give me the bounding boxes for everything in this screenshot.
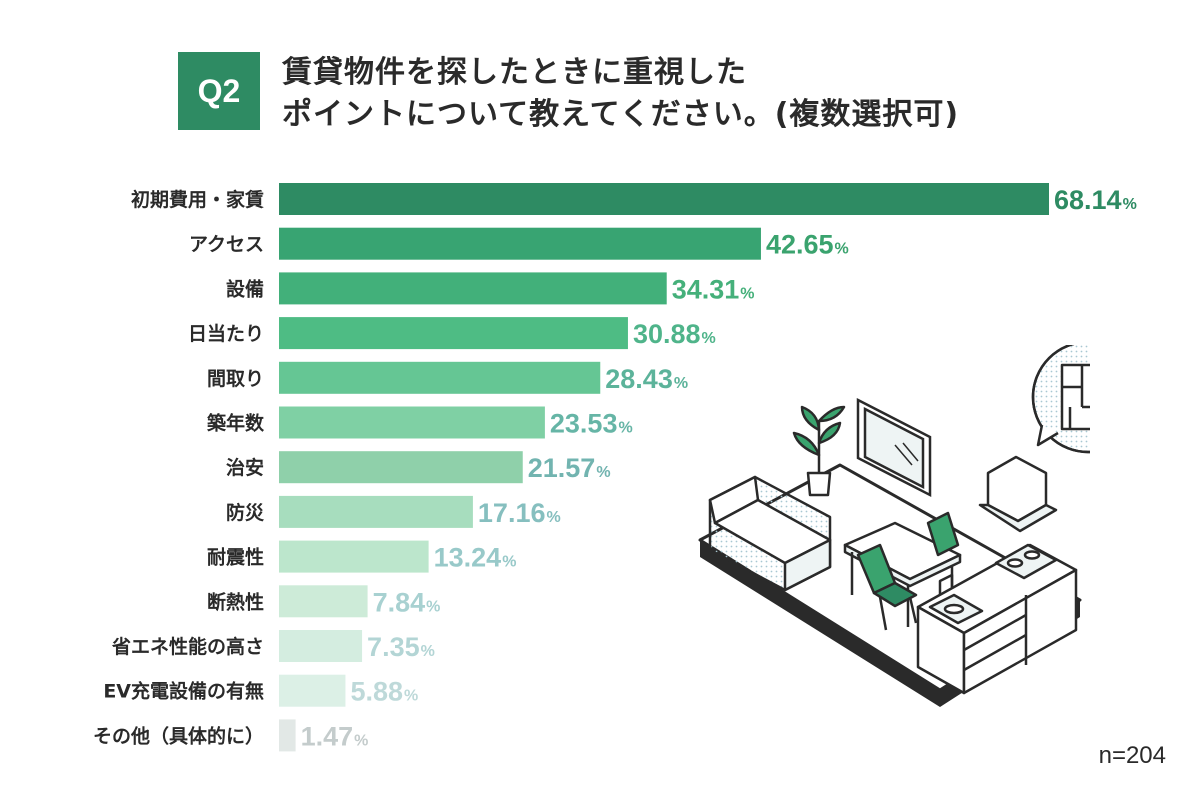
- bar: [279, 227, 761, 260]
- value-number: 28.43: [605, 364, 673, 394]
- value-unit: %: [835, 241, 849, 258]
- floor-plan-icon: [1031, 345, 1090, 454]
- value-number: 42.65: [766, 230, 834, 260]
- bar: [279, 317, 628, 350]
- sample-size-label: n=204: [1098, 742, 1166, 769]
- value-number: 1.47: [301, 721, 354, 751]
- sofa-icon: [708, 475, 832, 592]
- bar: [279, 585, 368, 618]
- value-number: 68.14: [1054, 185, 1122, 215]
- bar: [279, 406, 545, 439]
- value-unit: %: [426, 598, 440, 615]
- category-label: アクセス: [189, 234, 264, 256]
- bar: [279, 495, 473, 528]
- value-label: 23.53%: [550, 409, 633, 439]
- question-line-1: 賃貸物件を探したときに重視した: [282, 55, 747, 90]
- kitchen-counter-icon: [916, 543, 1078, 695]
- value-number: 5.88: [350, 677, 403, 707]
- bar: [279, 451, 523, 484]
- category-label: 日当たり: [188, 322, 264, 345]
- category-label: 省エネ性能の高さ: [111, 635, 264, 658]
- value-unit: %: [702, 330, 716, 347]
- value-label: 7.35%: [367, 632, 435, 662]
- bar: [279, 674, 346, 707]
- value-unit: %: [502, 554, 516, 571]
- window-icon: [856, 397, 932, 498]
- value-label: 30.88%: [633, 319, 716, 349]
- value-label: 13.24%: [434, 543, 517, 573]
- question-line-2: ポイントについて教えてください。(複数選択可): [282, 97, 960, 132]
- category-label: 耐震性: [207, 546, 264, 569]
- category-label: 防災: [226, 501, 265, 524]
- room-illustration: [698, 345, 1090, 707]
- value-label: 68.14%: [1054, 185, 1137, 215]
- value-number: 21.57: [528, 453, 596, 483]
- value-label: 1.47%: [301, 721, 369, 751]
- value-number: 30.88: [633, 319, 701, 349]
- value-unit: %: [596, 464, 610, 481]
- bar: [279, 719, 296, 752]
- category-label: 初期費用・家賃: [131, 188, 264, 211]
- value-unit: %: [740, 285, 754, 302]
- question-title: 賃貸物件を探したときに重視した ポイントについて教えてください。(複数選択可): [282, 52, 959, 136]
- range-hood-icon: [978, 455, 1058, 533]
- value-label: 5.88%: [350, 677, 418, 707]
- bar: [279, 630, 363, 662]
- value-unit: %: [618, 420, 632, 437]
- value-unit: %: [546, 509, 560, 526]
- category-label: EV充電設備の有無: [103, 680, 264, 703]
- value-number: 23.53: [550, 409, 618, 439]
- plant-icon: [792, 405, 846, 497]
- bar: [279, 361, 601, 394]
- question-badge: Q2: [178, 52, 260, 130]
- value-label: 17.16%: [478, 498, 561, 528]
- value-label: 28.43%: [605, 364, 688, 394]
- value-label: 21.57%: [528, 453, 611, 483]
- bar: [279, 183, 1049, 215]
- value-number: 13.24: [434, 543, 502, 573]
- category-label: 治安: [226, 456, 264, 479]
- category-label: 築年数: [206, 412, 265, 435]
- value-label: 42.65%: [766, 230, 849, 260]
- bar: [279, 272, 667, 305]
- value-number: 7.35: [367, 632, 420, 662]
- category-label: 設備: [226, 277, 264, 300]
- value-unit: %: [421, 643, 435, 660]
- value-unit: %: [354, 732, 368, 749]
- value-number: 34.31: [672, 274, 740, 304]
- value-unit: %: [404, 688, 418, 705]
- value-label: 34.31%: [672, 274, 755, 304]
- value-number: 17.16: [478, 498, 546, 528]
- chair-icon: [856, 511, 960, 631]
- category-label: 間取り: [207, 368, 264, 390]
- category-label: その他（具体的に）: [93, 724, 264, 747]
- value-label: 7.84%: [373, 587, 441, 617]
- bar: [279, 540, 429, 573]
- category-label: 断熱性: [207, 590, 264, 613]
- value-unit: %: [1123, 196, 1137, 213]
- value-number: 7.84: [373, 587, 426, 617]
- value-unit: %: [674, 375, 688, 392]
